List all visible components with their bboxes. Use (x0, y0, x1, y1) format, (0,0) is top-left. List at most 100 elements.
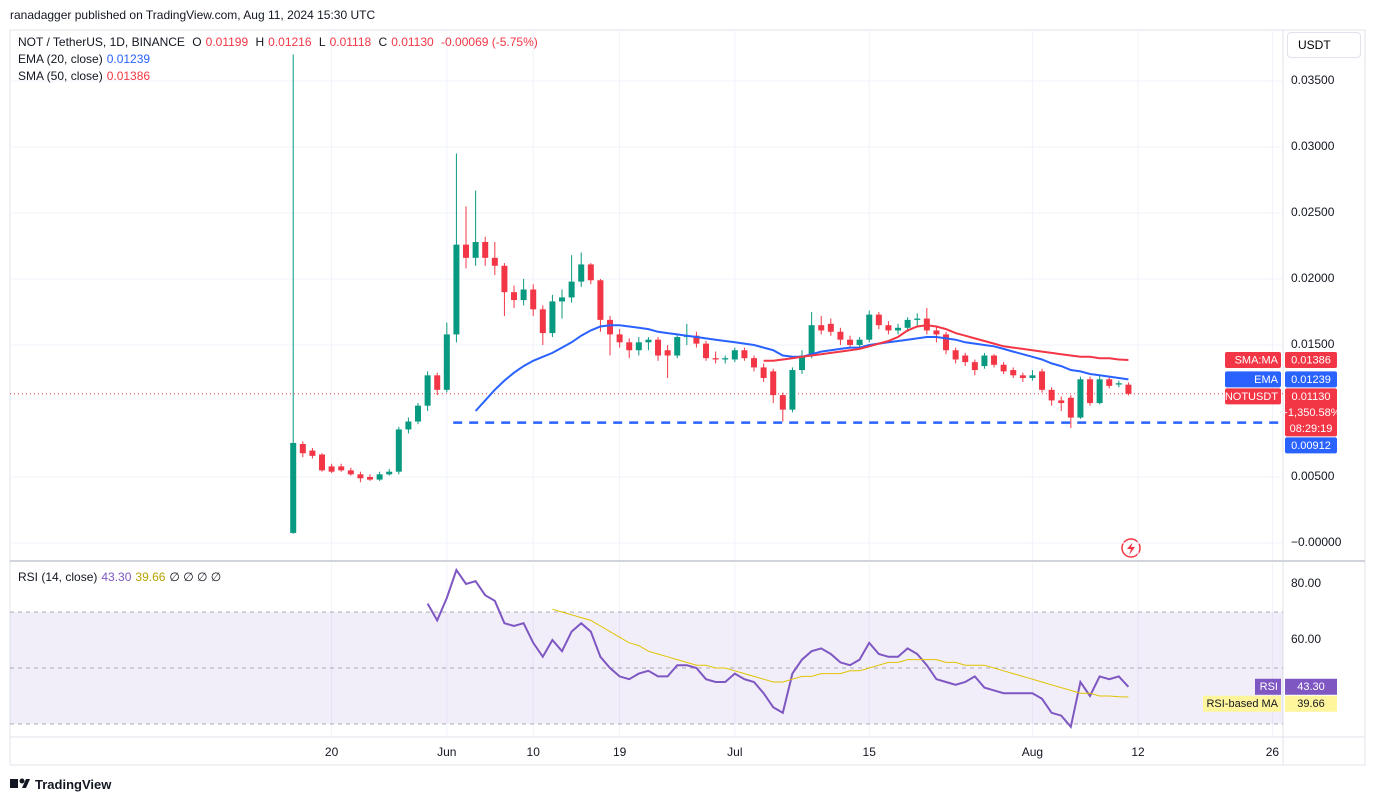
candle-body (290, 442, 297, 533)
ohlc-value: 0.01130 (391, 35, 434, 49)
rsi-value: 43.30 (101, 570, 132, 584)
ema-name: EMA (20, close) (18, 52, 103, 66)
candle-body (971, 362, 978, 371)
candle-body (559, 297, 566, 302)
candle-body (722, 358, 729, 360)
candle-body (539, 309, 546, 334)
candle-body (395, 429, 402, 472)
candle-body (635, 342, 642, 351)
candle-body (1087, 379, 1094, 404)
candle-body (607, 319, 614, 335)
candle-body (741, 350, 748, 359)
legend-ema: EMA (20, close) 0.01239 (18, 52, 154, 66)
sma-name: SMA (50, close) (18, 69, 103, 83)
candle-body (799, 355, 806, 371)
candle-body (943, 334, 950, 351)
candle-body (568, 281, 575, 298)
tag-box (1225, 352, 1281, 369)
tradingview-logo (10, 778, 30, 788)
candle-body (847, 339, 854, 345)
rsi-extra: ∅ ∅ ∅ ∅ (169, 570, 222, 584)
candle-body (655, 339, 662, 356)
candle-body (511, 292, 518, 301)
legend-sma: SMA (50, close) 0.01386 (18, 69, 154, 83)
ohlc-value: 0.01118 (329, 35, 372, 49)
candle-body (933, 330, 940, 335)
candle-body (463, 244, 470, 258)
rsi-tick-label: 80.00 (1291, 576, 1321, 590)
candle-body (712, 358, 719, 360)
candle-body (357, 474, 364, 479)
candle-body (645, 339, 652, 343)
series-line (426, 567, 1130, 729)
tag-box (1203, 695, 1281, 712)
candle-body (1029, 375, 1036, 378)
legend-main: NOT / TetherUS, 1D, BINANCE O 0.01199 H 0.… (18, 35, 542, 49)
candle-body (1106, 379, 1113, 386)
candle-body (837, 331, 844, 340)
candle-body (597, 280, 604, 320)
candle-body (895, 327, 902, 331)
candle-body (347, 470, 354, 475)
candle-body (770, 371, 777, 396)
x-tick-label: 12 (1131, 745, 1145, 759)
candle-body (1058, 400, 1065, 404)
candle-body (981, 355, 988, 367)
candle-body (1039, 371, 1046, 390)
x-tick-label: Jul (727, 745, 742, 759)
rsi-title: RSI (14, close) (18, 570, 98, 584)
value-box (1285, 437, 1337, 454)
y-tick-label: 0.03500 (1291, 73, 1335, 87)
candle-body (1000, 364, 1007, 372)
ohlc-key: C (378, 35, 388, 49)
tag-box (1225, 388, 1281, 405)
tag-name: EMA (1254, 374, 1279, 386)
candle-body (1115, 383, 1122, 385)
candle-body (616, 334, 623, 343)
tag-value: 0.01239 (1291, 374, 1331, 386)
tag-name: SMA:MA (1235, 354, 1279, 366)
candle-body (328, 466, 335, 472)
rsi-tick-label: 60.00 (1291, 632, 1321, 646)
candle-body (578, 264, 585, 282)
ema-value: 0.01239 (106, 52, 151, 66)
y-tick-label: 0.02500 (1291, 205, 1335, 219)
candle-body (1067, 397, 1074, 418)
candle-body (626, 342, 633, 351)
value-box (1285, 695, 1337, 712)
x-tick-label: 10 (527, 745, 541, 759)
x-tick-label: Jun (437, 745, 456, 759)
candle-body (482, 242, 489, 258)
candle-body (703, 343, 710, 359)
value-box (1285, 678, 1337, 695)
candle-body (587, 264, 594, 281)
tag-value: 0.00912 (1291, 440, 1331, 452)
candle-body (962, 355, 969, 363)
series-line (763, 324, 1129, 362)
candle-body (731, 350, 738, 360)
candle-body (520, 289, 527, 301)
ohlc-value: 0.01216 (268, 35, 312, 49)
y-tick-label: 0.01500 (1291, 337, 1335, 351)
tag-name: NOTUSDT (1225, 391, 1278, 403)
tag-value: 0.01386 (1291, 354, 1331, 366)
tag-name: RSI (1260, 681, 1278, 693)
alert-icon[interactable] (1121, 538, 1141, 558)
candle-body (827, 323, 834, 332)
currency-button[interactable]: USDT (1287, 32, 1361, 58)
y-tick-label: 0.03000 (1291, 139, 1335, 153)
candle-body (952, 350, 959, 360)
candle-body (760, 367, 767, 378)
candle-body (875, 314, 882, 326)
candle-body (472, 242, 479, 258)
tag-value: 39.66 (1297, 698, 1325, 710)
rsi-band (10, 612, 1283, 725)
ohlc-value: 0.01199 (205, 35, 249, 49)
candle-body (453, 244, 460, 335)
y-tick-label: −0.00000 (1291, 535, 1342, 549)
candle-body (789, 370, 796, 410)
change: -0.00069 (-5.75%) (441, 35, 538, 49)
y-tick-label: 0.02000 (1291, 271, 1335, 285)
x-tick-label: 15 (863, 745, 877, 759)
